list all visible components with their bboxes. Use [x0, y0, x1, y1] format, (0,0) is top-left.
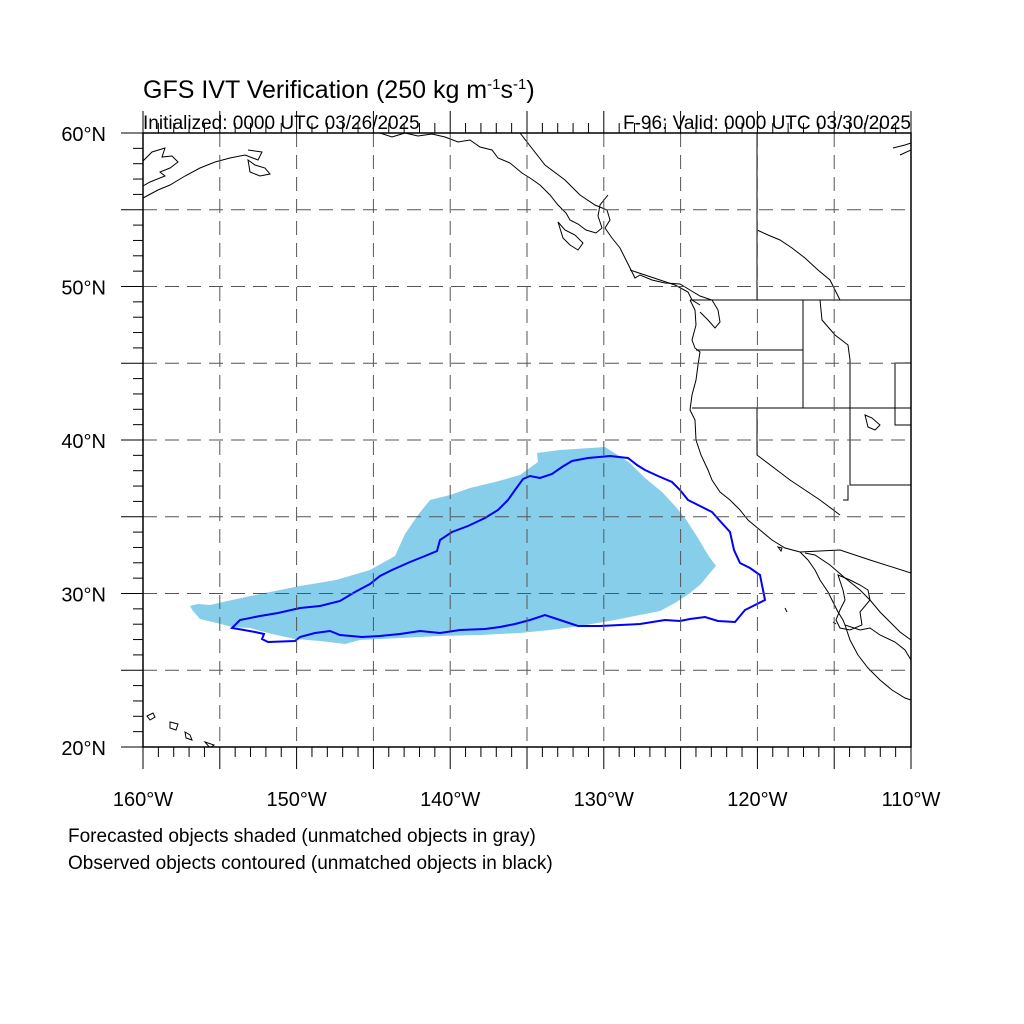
x-tick-label: 120°W [727, 789, 787, 811]
footnote-forecast: Forecasted objects shaded (unmatched obj… [68, 826, 536, 847]
footnote-observed: Observed objects contoured (unmatched ob… [68, 853, 553, 874]
forecast-object-shading [190, 447, 716, 644]
x-axis-tick-labels: 160°W 150°W 140°W 130°W 120°W 110°W [113, 789, 941, 811]
x-tick-label: 150°W [266, 789, 326, 811]
x-tick-label: 110°W [882, 789, 941, 811]
y-tick-label: 40°N [61, 431, 106, 453]
x-tick-label: 160°W [113, 789, 173, 811]
y-tick-label: 60°N [61, 124, 106, 146]
y-tick-label: 30°N [61, 585, 106, 607]
figure-title: GFS IVT Verification (250 kg m-1s-1) [143, 76, 535, 104]
political-borders [690, 133, 911, 574]
y-axis-tick-labels: 20°N 30°N 40°N 50°N 60°N [61, 124, 106, 760]
grid-lines [143, 133, 911, 747]
y-tick-label: 50°N [61, 278, 106, 300]
x-tick-label: 130°W [574, 789, 634, 811]
observed-object-contour [229, 454, 767, 644]
y-tick-label: 20°N [61, 738, 106, 760]
x-tick-label: 140°W [420, 789, 480, 811]
axis-ticks [121, 111, 912, 769]
valid-time-label: F-96: Valid: 0000 UTC 03/30/2025 [623, 113, 911, 134]
